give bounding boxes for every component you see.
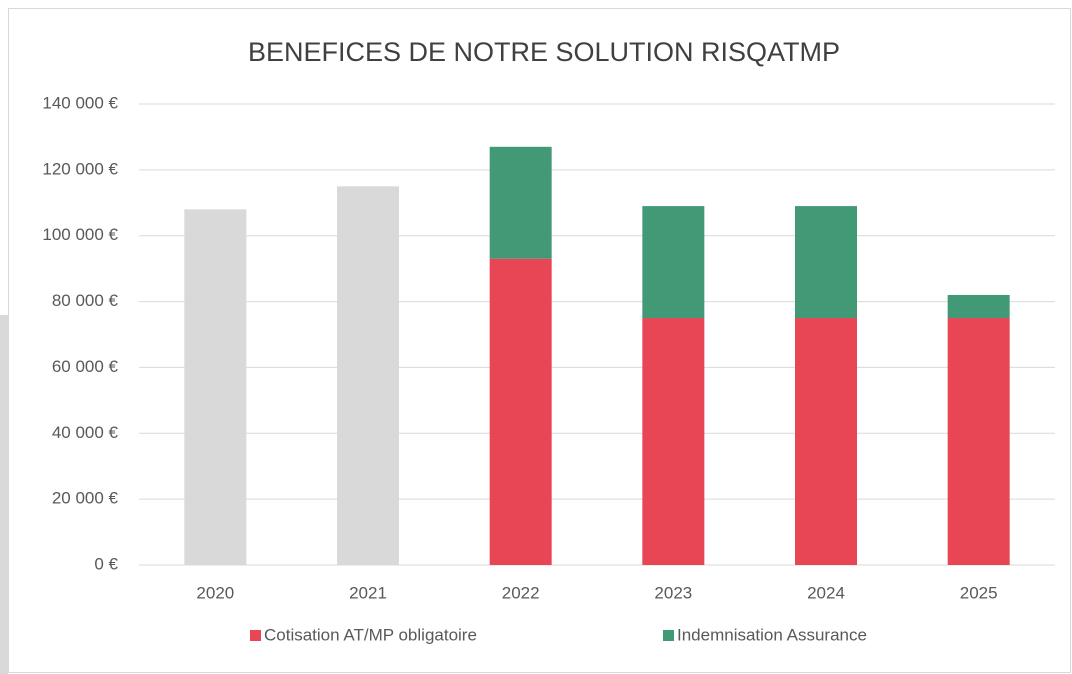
bar [184, 209, 247, 565]
legend-label: Cotisation AT/MP obligatoire [264, 625, 477, 644]
y-tick-label: 80 000 € [52, 291, 119, 310]
bar [795, 318, 857, 565]
y-tick-label: 120 000 € [42, 159, 118, 178]
y-tick-label: 100 000 € [42, 225, 118, 244]
y-tick-label: 20 000 € [52, 489, 119, 508]
bar [489, 258, 552, 565]
x-tick-label: 2025 [960, 583, 998, 602]
x-tick-label: 2023 [654, 583, 692, 602]
legend-swatch [663, 630, 674, 641]
bar [489, 146, 552, 259]
x-tick-label: 2021 [349, 583, 387, 602]
bar [795, 206, 857, 319]
y-tick-label: 40 000 € [52, 423, 119, 442]
bar [947, 294, 1010, 319]
legend-label: Indemnisation Assurance [677, 625, 867, 644]
chart-title: BENEFICES DE NOTRE SOLUTION RISQATMP [248, 37, 840, 67]
side-strip [0, 315, 8, 674]
legend-swatch [250, 630, 261, 641]
y-tick-label: 0 € [94, 554, 118, 573]
bar [337, 186, 399, 566]
bar [642, 206, 705, 319]
x-tick-label: 2020 [196, 583, 234, 602]
y-tick-label: 140 000 € [42, 93, 118, 112]
x-tick-label: 2022 [502, 583, 540, 602]
bar [642, 318, 705, 565]
y-tick-label: 60 000 € [52, 357, 119, 376]
x-tick-label: 2024 [807, 583, 845, 602]
bar [947, 318, 1010, 565]
